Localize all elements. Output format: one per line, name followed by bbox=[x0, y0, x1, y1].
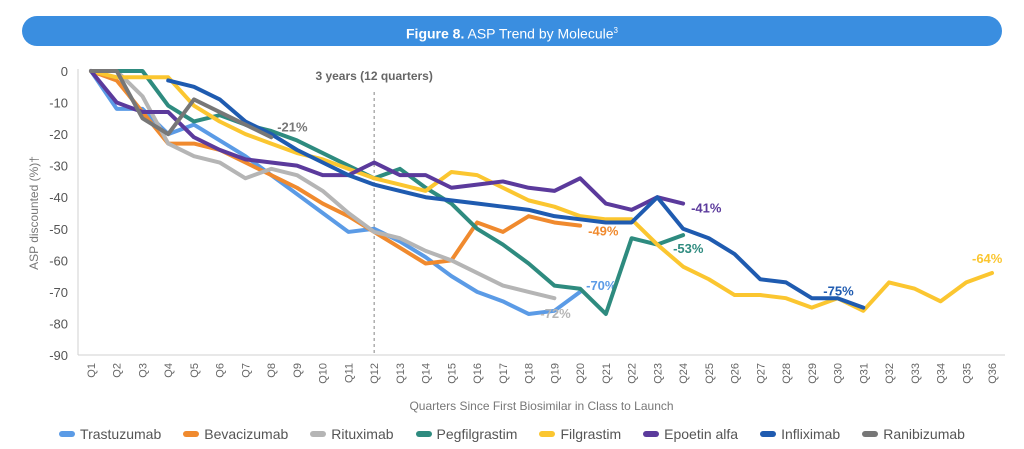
end-label-filgrastim: -64% bbox=[972, 251, 1003, 266]
x-tick-label: Q36 bbox=[987, 363, 999, 384]
x-tick-label: Q1 bbox=[86, 363, 98, 378]
end-label-rituximab: -72% bbox=[540, 306, 571, 321]
y-tick-label: -70 bbox=[49, 285, 68, 300]
x-tick-label: Q20 bbox=[575, 363, 587, 384]
y-tick-label: -80 bbox=[49, 316, 68, 331]
x-tick-label: Q18 bbox=[524, 363, 536, 384]
legend-swatch bbox=[760, 431, 777, 437]
legend-swatch bbox=[862, 431, 879, 437]
legend-label: Trastuzumab bbox=[80, 426, 162, 442]
x-tick-label: Q25 bbox=[704, 363, 716, 384]
legend-swatch bbox=[539, 431, 556, 437]
legend: Trastuzumab Bevacizumab Rituximab Pegfilgra… bbox=[0, 426, 1024, 442]
y-tick-label: -20 bbox=[49, 127, 68, 142]
y-tick-label: -50 bbox=[49, 222, 68, 237]
end-label-infliximab: -75% bbox=[823, 284, 854, 299]
x-tick-label: Q17 bbox=[498, 363, 510, 384]
legend-swatch bbox=[310, 431, 327, 437]
legend-item: Pegfilgrastim bbox=[415, 426, 518, 442]
legend-item: Trastuzumab bbox=[59, 426, 161, 442]
legend-item: Filgrastim bbox=[539, 426, 621, 442]
legend-label: Epoetin alfa bbox=[664, 426, 739, 442]
x-tick-label: Q3 bbox=[137, 363, 149, 378]
legend-swatch bbox=[59, 431, 76, 437]
legend-item: Infliximab bbox=[760, 426, 840, 442]
legend-swatch bbox=[643, 431, 660, 437]
x-tick-label: Q31 bbox=[858, 363, 870, 384]
legend-item: Rituximab bbox=[310, 426, 394, 442]
series-line-rituximab bbox=[89, 69, 557, 301]
legend-label: Ranibizumab bbox=[883, 426, 965, 442]
x-tick-label: Q10 bbox=[318, 363, 330, 384]
end-label-trastuzumab: -70% bbox=[586, 278, 617, 293]
figure-title-banner: Figure 8. ASP Trend by Molecule3 bbox=[22, 16, 1002, 46]
x-tick-label: Q23 bbox=[652, 363, 664, 384]
x-tick-label: Q34 bbox=[936, 363, 948, 384]
legend-label: Bevacizumab bbox=[204, 426, 289, 442]
x-axis-title: Quarters Since First Biosimilar in Class… bbox=[409, 399, 673, 413]
y-tick-label: -90 bbox=[49, 348, 68, 363]
legend-item: Bevacizumab bbox=[183, 426, 288, 442]
series-line-infliximab bbox=[166, 78, 866, 310]
x-tick-label: Q32 bbox=[884, 363, 896, 384]
end-label-bevacizumab: -49% bbox=[588, 224, 619, 239]
x-tick-label: Q26 bbox=[730, 363, 742, 384]
x-tick-label: Q22 bbox=[627, 363, 639, 384]
end-label-epoetin-alfa: -41% bbox=[691, 201, 722, 216]
x-tick-label: Q2 bbox=[112, 363, 124, 378]
x-tick-label: Q11 bbox=[343, 363, 355, 383]
end-label-pegfilgrastim: -53% bbox=[673, 241, 704, 256]
series-line-epoetin-alfa bbox=[89, 69, 686, 212]
x-tick-label: Q5 bbox=[189, 363, 201, 378]
legend-item: Ranibizumab bbox=[862, 426, 965, 442]
x-tick-label: Q28 bbox=[781, 363, 793, 384]
legend-swatch bbox=[415, 431, 432, 437]
y-tick-label: -10 bbox=[49, 96, 68, 111]
series-line-pegfilgrastim bbox=[89, 69, 686, 316]
line-chart: 0 -10 -20 -30 -40 -50 -60 -70 -80 -90 Q1 Q2 Q3 Q4 Q5 Q6… bbox=[27, 64, 1005, 413]
x-tick-label: Q13 bbox=[395, 363, 407, 384]
x-tick-label: Q30 bbox=[833, 363, 845, 384]
y-tick-label: 0 bbox=[61, 64, 68, 79]
figure-title: ASP Trend by Molecule bbox=[467, 25, 614, 42]
legend-label: Infliximab bbox=[781, 426, 841, 442]
x-tick-label: Q9 bbox=[292, 363, 304, 378]
legend-item: Epoetin alfa bbox=[643, 426, 738, 442]
x-tick-label: Q29 bbox=[807, 363, 819, 384]
legend-label: Filgrastim bbox=[560, 426, 622, 442]
x-tick-label: Q35 bbox=[961, 363, 973, 384]
x-tick-label: Q12 bbox=[369, 363, 381, 384]
y-tick-label: -30 bbox=[49, 159, 68, 174]
series-line-trastuzumab bbox=[89, 69, 583, 316]
y-axis-title: ASP discounted (%)† bbox=[27, 156, 41, 270]
figure-label: Figure 8. bbox=[406, 25, 465, 42]
end-label-ranibizumab: -21% bbox=[277, 119, 308, 134]
series-line-ranibizumab bbox=[89, 69, 274, 140]
legend-label: Rituximab bbox=[331, 426, 394, 442]
figure-footnote-ref: 3 bbox=[613, 26, 618, 35]
x-tick-label: Q16 bbox=[472, 363, 484, 384]
x-tick-label: Q4 bbox=[163, 363, 175, 378]
x-tick-label: Q27 bbox=[755, 363, 767, 384]
legend-swatch bbox=[183, 431, 200, 437]
x-tick-label: Q33 bbox=[910, 363, 922, 384]
x-tick-label: Q21 bbox=[601, 363, 613, 384]
y-tick-label: -40 bbox=[49, 190, 68, 205]
x-tick-label: Q19 bbox=[549, 363, 561, 384]
three-year-marker-label: 3 years (12 quarters) bbox=[315, 69, 432, 83]
x-tick-label: Q7 bbox=[240, 363, 252, 378]
x-tick-label: Q24 bbox=[678, 363, 690, 384]
legend-label: Pegfilgrastim bbox=[436, 426, 518, 442]
x-tick-label: Q14 bbox=[421, 363, 433, 384]
x-tick-label: Q8 bbox=[266, 363, 278, 378]
y-tick-label: -60 bbox=[49, 253, 68, 268]
x-tick-label: Q15 bbox=[446, 363, 458, 384]
x-tick-label: Q6 bbox=[215, 363, 227, 378]
